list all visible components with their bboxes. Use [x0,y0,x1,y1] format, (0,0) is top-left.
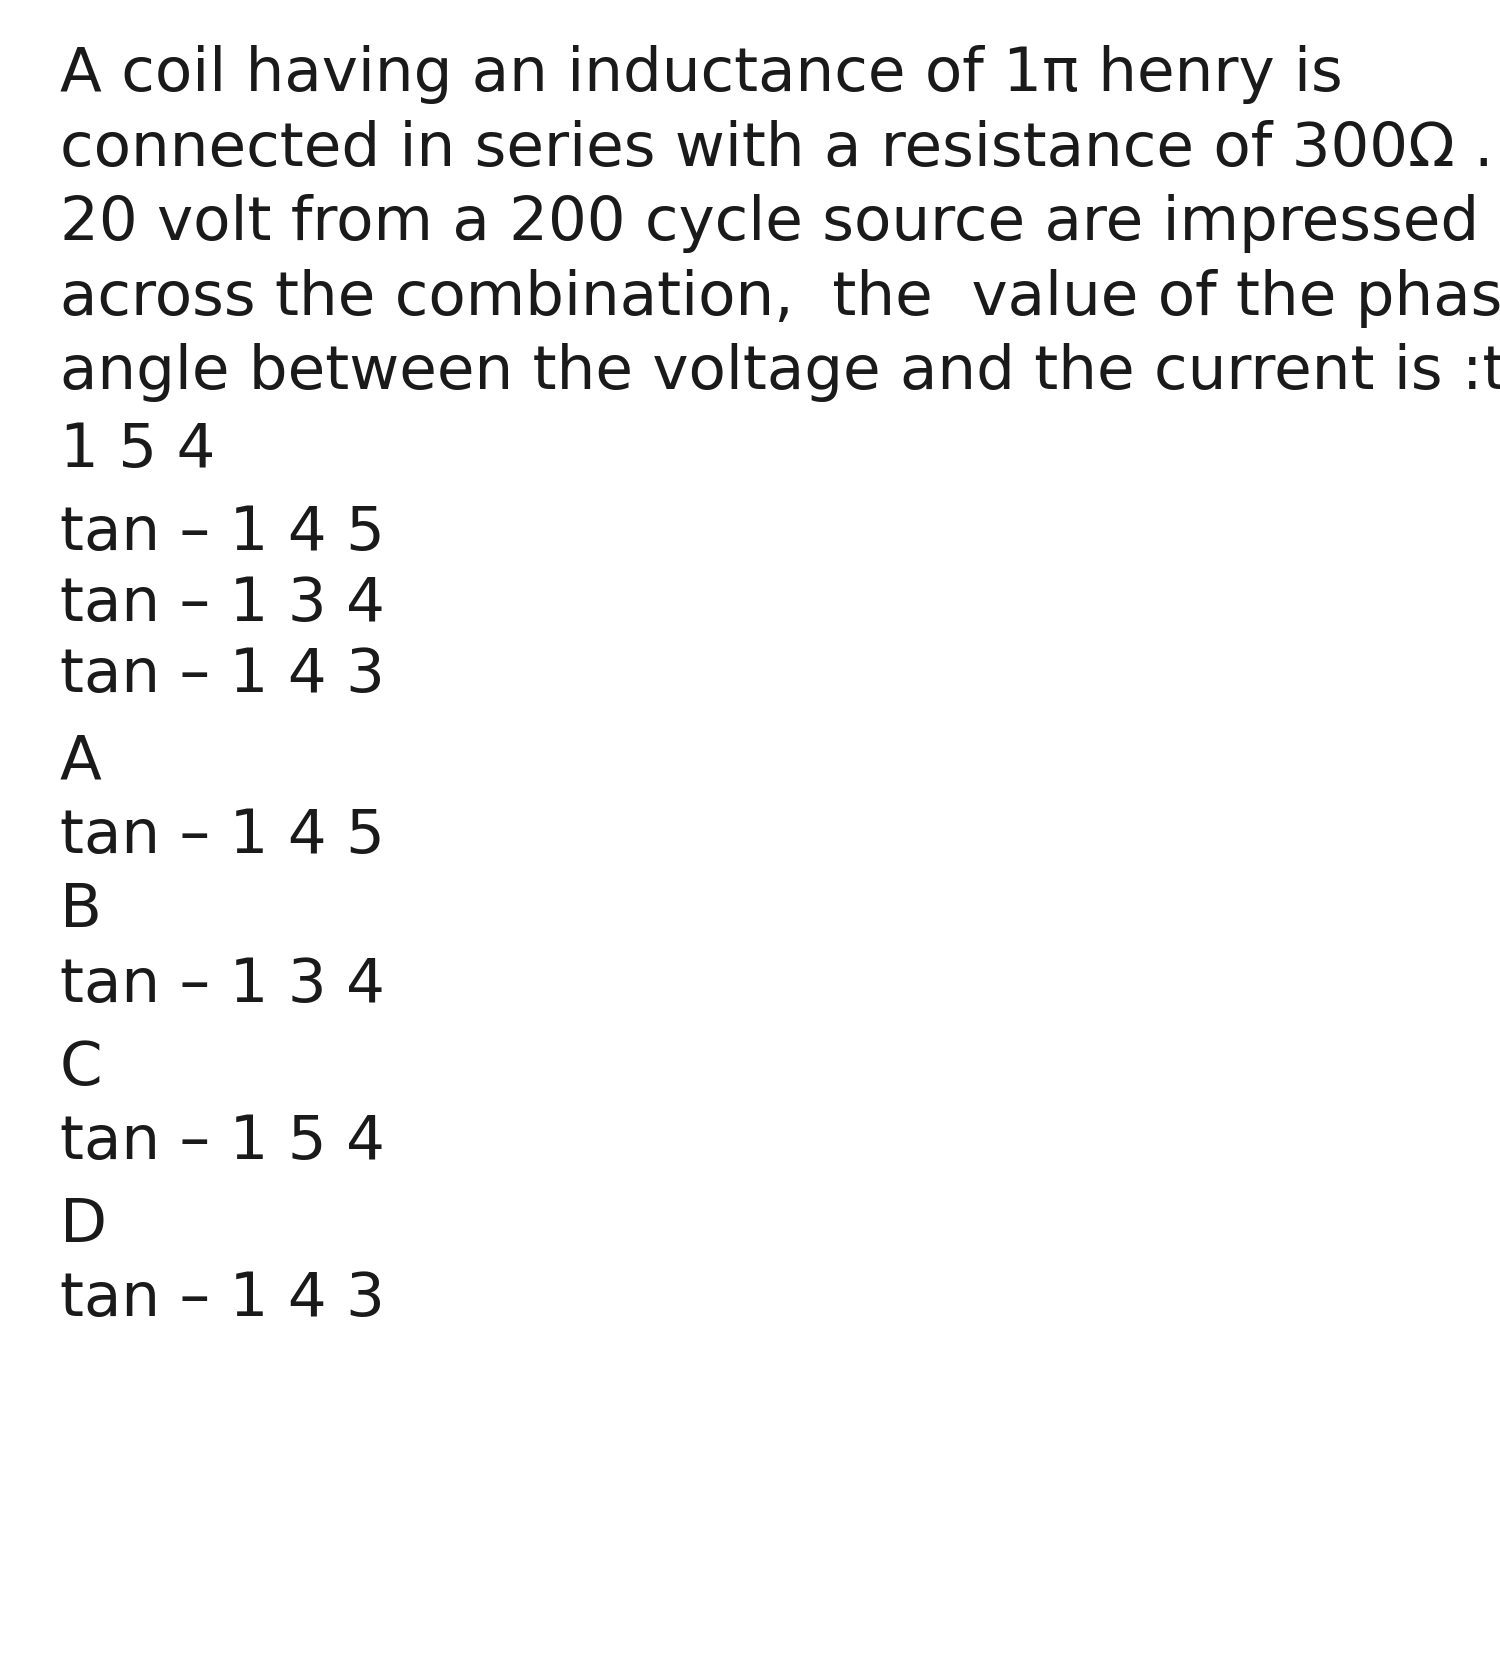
Text: tan – 1 3 4: tan – 1 3 4 [60,574,386,634]
Text: D: D [60,1195,106,1254]
Text: A coil having an inductance of 1π henry is: A coil having an inductance of 1π henry … [60,45,1342,104]
Text: connected in series with a resistance of 300Ω . if: connected in series with a resistance of… [60,119,1500,179]
Text: 1 5 4: 1 5 4 [60,420,216,480]
Text: B: B [60,880,102,940]
Text: tan – 1 4 5: tan – 1 4 5 [60,503,386,563]
Text: tan – 1 5 4: tan – 1 5 4 [60,1112,386,1172]
Text: tan – 1 4 5: tan – 1 4 5 [60,806,386,866]
Text: across the combination,  the  value of the phase: across the combination, the value of the… [60,268,1500,328]
Text: A: A [60,732,102,791]
Text: tan – 1 4 3: tan – 1 4 3 [60,1269,386,1329]
Text: C: C [60,1038,102,1097]
Text: angle between the voltage and the current is :tan –: angle between the voltage and the curren… [60,343,1500,402]
Text: tan – 1 3 4: tan – 1 3 4 [60,955,386,1015]
Text: tan – 1 4 3: tan – 1 4 3 [60,645,386,705]
Text: 20 volt from a 200 cycle source are impressed: 20 volt from a 200 cycle source are impr… [60,194,1479,253]
